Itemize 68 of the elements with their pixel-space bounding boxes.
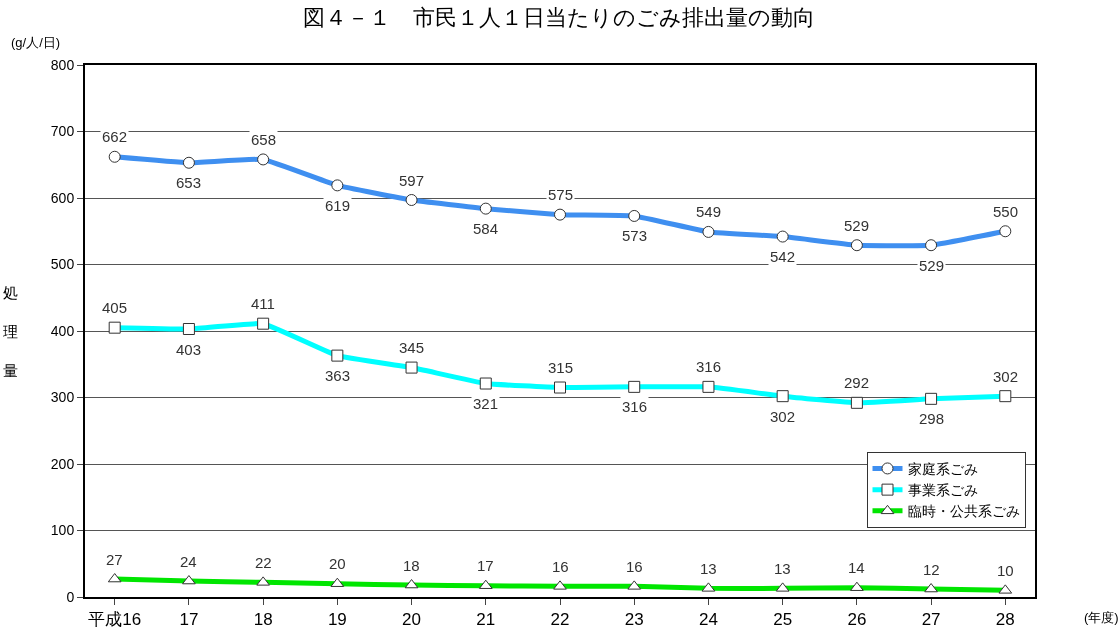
- x-tick-label: 17: [179, 610, 199, 630]
- data-label: 658: [251, 131, 277, 148]
- data-label: 662: [102, 128, 128, 145]
- data-label: 14: [848, 559, 865, 576]
- data-label: 316: [696, 358, 722, 375]
- data-label: 298: [919, 410, 945, 427]
- data-label: 584: [473, 220, 499, 237]
- data-label: 315: [548, 359, 574, 376]
- data-label: 13: [700, 560, 717, 577]
- x-tick-label: 28: [995, 610, 1015, 630]
- legend-label: 家庭系ごみ: [907, 460, 978, 477]
- data-label: 10: [997, 562, 1014, 579]
- data-label: 573: [622, 227, 648, 244]
- data-label: 12: [923, 561, 940, 578]
- y-tick-label: 800: [50, 56, 75, 73]
- legend-label: 事業系ごみ: [907, 482, 978, 499]
- x-tick-label: 20: [402, 610, 422, 630]
- x-tick-label: 25: [773, 610, 793, 630]
- data-label: 403: [176, 341, 202, 358]
- data-label: 16: [552, 558, 569, 575]
- data-label: 316: [622, 398, 648, 415]
- x-tick-label: 21: [476, 610, 496, 630]
- data-label: 550: [993, 203, 1019, 220]
- legend-label: 臨時・公共系ごみ: [907, 503, 1020, 520]
- y-tick-label: 700: [50, 123, 75, 140]
- data-label: 363: [325, 367, 351, 384]
- y-tick-label: 600: [50, 189, 75, 206]
- x-tick-label: 平成16: [88, 610, 142, 630]
- text: (年度): [1084, 610, 1118, 625]
- x-tick-label: 26: [847, 610, 867, 630]
- y-tick-label: 200: [50, 455, 75, 472]
- chart-title: 図４－１ 市民１人１日当たりのごみ排出量の動向: [303, 4, 815, 30]
- data-label: 653: [176, 174, 202, 191]
- y-tick-label: 0: [66, 588, 75, 605]
- x-tick-label: 24: [698, 610, 718, 630]
- data-label: 529: [919, 257, 945, 274]
- data-label: 575: [548, 186, 574, 203]
- data-label: 302: [770, 408, 796, 425]
- x-tick-label: 18: [253, 610, 273, 630]
- data-label: 321: [473, 395, 499, 412]
- data-label: 345: [399, 339, 425, 356]
- data-label: 20: [329, 555, 346, 572]
- data-label: 405: [102, 299, 128, 316]
- text: (g/人/日): [11, 35, 61, 50]
- data-label: 24: [180, 553, 197, 570]
- y-tick-label: 500: [50, 256, 75, 273]
- data-label: 529: [844, 217, 870, 234]
- y-tick-label: 400: [50, 322, 75, 339]
- data-label: 302: [993, 368, 1019, 385]
- y-tick-label: 100: [50, 522, 75, 539]
- data-label: 27: [106, 551, 123, 568]
- data-label: 411: [251, 295, 275, 312]
- x-tick-label: 19: [327, 610, 347, 630]
- data-label: 13: [774, 560, 791, 577]
- x-tick-label: 22: [550, 610, 570, 630]
- data-label: 549: [696, 203, 722, 220]
- data-label: 18: [403, 557, 420, 574]
- data-label: 597: [399, 172, 425, 189]
- x-tick-label: 23: [624, 610, 644, 630]
- text: 処理量: [3, 284, 18, 379]
- data-label: 22: [255, 554, 272, 571]
- data-label: 292: [844, 374, 870, 391]
- data-label: 17: [477, 557, 494, 574]
- y-tick-label: 300: [50, 389, 75, 406]
- data-label: 542: [770, 248, 796, 265]
- data-label: 619: [325, 197, 351, 214]
- x-tick-label: 27: [921, 610, 941, 630]
- data-label: 16: [626, 558, 643, 575]
